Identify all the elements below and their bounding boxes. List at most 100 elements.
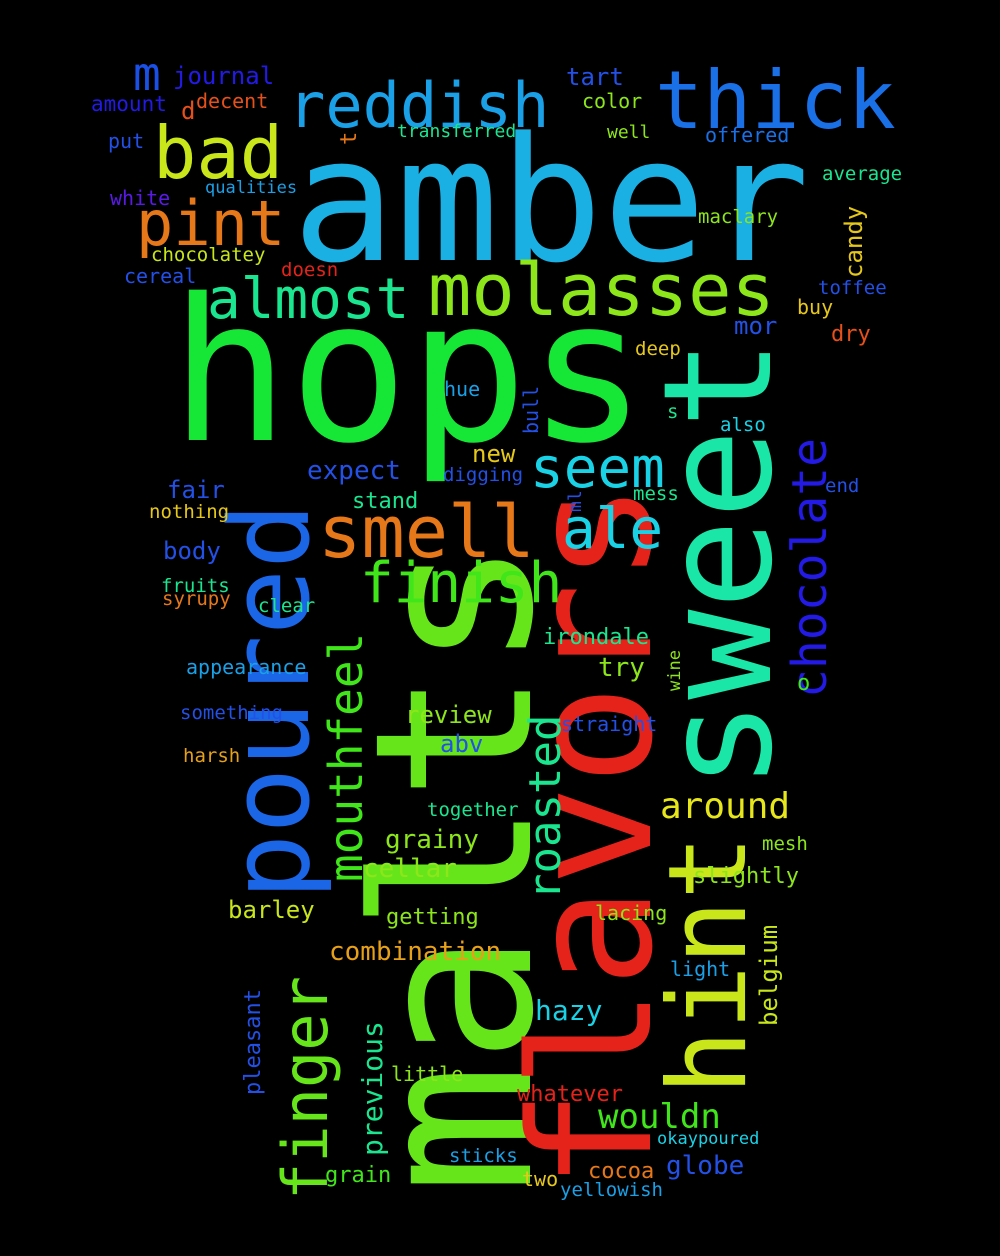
word-fruits: fruits xyxy=(161,575,230,597)
word-expect: expect xyxy=(307,456,401,486)
word-mouthfeel: mouthfeel xyxy=(319,633,373,882)
word-s: s xyxy=(667,401,678,423)
word-clear: clear xyxy=(258,595,315,617)
word-chocolatey: chocolatey xyxy=(151,244,265,266)
word-body: body xyxy=(163,537,221,565)
word-d: d xyxy=(181,97,195,125)
word-mesh: mesh xyxy=(762,833,808,855)
word-roasted: roasted xyxy=(520,715,571,900)
word-light: light xyxy=(670,957,730,981)
word-digging: digging xyxy=(443,464,523,486)
word-try: try xyxy=(598,653,645,683)
word-appearance: appearance xyxy=(186,655,306,679)
word-journal: journal xyxy=(173,62,274,90)
word-mess: mess xyxy=(633,483,679,505)
word-barley: barley xyxy=(228,896,315,924)
word-new: new xyxy=(472,440,516,468)
word-deep: deep xyxy=(635,338,681,360)
word-smell: smell xyxy=(318,490,535,574)
word-qualities: qualities xyxy=(205,178,297,198)
word-m: m xyxy=(133,47,161,101)
word-ml: ml xyxy=(565,490,586,512)
word-o: o xyxy=(797,671,810,696)
word-something: something xyxy=(180,702,283,724)
word-pleasant: pleasant xyxy=(241,989,266,1095)
word-belgium: belgium xyxy=(755,925,783,1026)
word-thick: thick xyxy=(655,54,896,147)
word-candy: candy xyxy=(840,206,868,278)
word-toffee: toffee xyxy=(818,277,887,299)
word-straight: straight xyxy=(561,712,657,736)
word-stand: stand xyxy=(352,489,418,514)
word-dry: dry xyxy=(831,322,871,347)
word-around: around xyxy=(660,786,790,827)
word-harsh: harsh xyxy=(183,745,240,767)
word-offered: offered xyxy=(705,123,789,147)
word-put: put xyxy=(108,129,144,153)
word-amount: amount xyxy=(91,92,167,116)
word-okaypoured: okaypoured xyxy=(657,1129,759,1149)
word-well: well xyxy=(607,122,650,143)
word-cereal: cereal xyxy=(124,264,196,288)
word-wine: wine xyxy=(665,650,685,691)
word-previous: previous xyxy=(356,1021,389,1156)
word-molasses: molasses xyxy=(428,248,775,332)
word-hue: hue xyxy=(444,377,480,401)
word-mor: mor xyxy=(734,312,777,340)
word-malts: malts xyxy=(329,539,582,1195)
word-bad: bad xyxy=(153,111,283,195)
word-reddish: reddish xyxy=(288,69,549,142)
word-bull: bull xyxy=(519,386,543,434)
word-review: review xyxy=(405,701,492,729)
word-sticks: sticks xyxy=(449,1145,518,1167)
word-grain: grain xyxy=(325,1163,391,1188)
word-decent: decent xyxy=(196,89,268,113)
word-flavors: flavors xyxy=(494,482,690,1190)
word-little: little xyxy=(391,1062,463,1086)
word-combination: combination xyxy=(329,937,501,967)
word-chocolate: chocolate xyxy=(782,438,838,698)
word-sweet: sweet xyxy=(632,338,806,790)
word-wouldn: wouldn xyxy=(598,1097,721,1137)
word-pint: pint xyxy=(136,187,285,260)
word-tart: tart xyxy=(566,63,624,91)
word-together: together xyxy=(427,799,519,821)
word-whatever: whatever xyxy=(517,1082,623,1107)
word-getting: getting xyxy=(386,905,479,930)
word-t: t xyxy=(337,132,362,145)
word-hops: hops xyxy=(170,256,647,487)
word-also: also xyxy=(720,414,766,436)
word-hazy: hazy xyxy=(535,994,602,1027)
word-average: average xyxy=(822,163,902,185)
word-finish: finish xyxy=(360,551,562,616)
word-ale: ale xyxy=(562,497,663,562)
word-transferred: transferred xyxy=(397,121,516,142)
word-two: two xyxy=(522,1167,558,1191)
word-cocoa: cocoa xyxy=(588,1159,654,1184)
word-amber: amber xyxy=(292,100,810,301)
word-color: color xyxy=(582,89,642,113)
word-finger: finger xyxy=(269,976,342,1200)
word-globe: globe xyxy=(666,1151,744,1181)
word-white: white xyxy=(110,186,170,210)
word-poured: poured xyxy=(206,503,334,900)
word-fair: fair xyxy=(167,476,225,504)
word-doesn: doesn xyxy=(281,259,338,281)
word-nothing: nothing xyxy=(149,501,229,523)
word-irondale: irondale xyxy=(543,625,649,650)
word-grainy: grainy xyxy=(385,825,479,855)
word-slightly: slightly xyxy=(693,864,799,889)
word-abv: abv xyxy=(440,730,483,758)
word-cellar: cellar xyxy=(363,854,457,884)
word-seem: seem xyxy=(530,436,665,501)
word-almost: almost xyxy=(207,267,409,332)
word-yellowish: yellowish xyxy=(560,1179,663,1201)
word-maclary: maclary xyxy=(698,206,778,228)
word-buy: buy xyxy=(797,295,833,319)
word-syrupy: syrupy xyxy=(162,588,231,610)
word-lacing: lacing xyxy=(595,901,667,925)
word-hint: hint xyxy=(646,835,771,1095)
word-end: end xyxy=(825,475,859,497)
